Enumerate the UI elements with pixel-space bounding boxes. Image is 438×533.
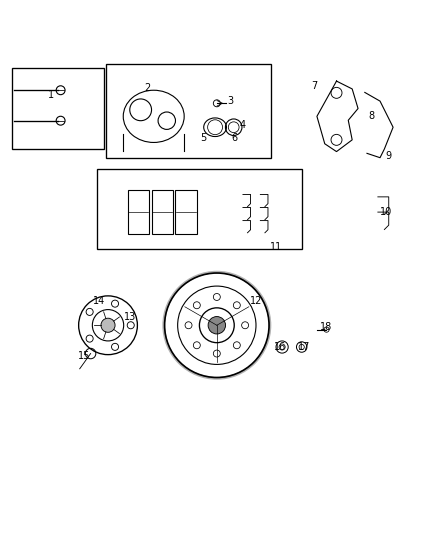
Text: 6: 6 xyxy=(231,133,237,143)
Bar xyxy=(152,190,173,234)
Text: 11: 11 xyxy=(269,242,282,252)
Bar xyxy=(127,190,149,234)
Text: 2: 2 xyxy=(144,83,150,93)
Text: 5: 5 xyxy=(201,133,207,143)
Text: 4: 4 xyxy=(240,120,246,130)
Text: 18: 18 xyxy=(319,322,332,333)
Bar xyxy=(12,68,104,149)
Text: 3: 3 xyxy=(227,96,233,106)
Text: 7: 7 xyxy=(311,81,318,91)
Text: 13: 13 xyxy=(124,312,136,321)
Bar xyxy=(97,168,302,249)
Text: 10: 10 xyxy=(381,207,393,217)
Text: 12: 12 xyxy=(250,296,262,306)
Text: 9: 9 xyxy=(386,150,392,160)
Bar xyxy=(106,64,271,158)
Text: 15: 15 xyxy=(78,351,90,361)
Circle shape xyxy=(208,317,226,334)
Text: 14: 14 xyxy=(93,296,106,306)
Text: 17: 17 xyxy=(298,342,310,352)
Text: 1: 1 xyxy=(48,90,54,100)
Bar xyxy=(176,190,197,234)
Text: 8: 8 xyxy=(368,111,374,122)
Text: 16: 16 xyxy=(274,342,286,352)
Circle shape xyxy=(101,318,115,332)
